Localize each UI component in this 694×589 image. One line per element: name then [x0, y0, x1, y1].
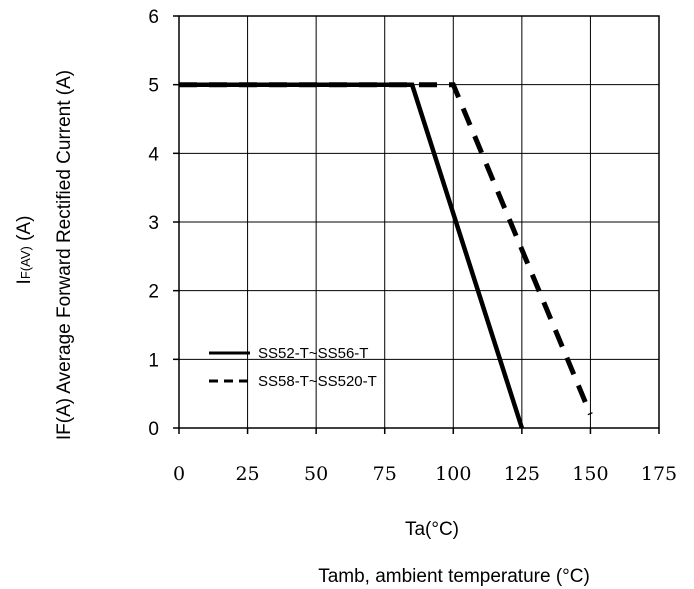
y-tick-label: 1: [148, 350, 159, 371]
legend: SS52-T~SS56-T SS58-T~SS520-T: [209, 345, 377, 390]
y-axis-label: IF(A) Average Forward Rectified Current …: [54, 70, 75, 440]
legend-label-dashed: SS58-T~SS520-T: [258, 373, 377, 390]
x-tick-label: 175: [641, 463, 677, 485]
y-tick-label: 5: [148, 76, 159, 97]
x-axis-sublabel: Tamb, ambient temperature (°C): [318, 566, 590, 587]
y-axis-symbol-unit: (A): [14, 216, 35, 247]
x-tick-labels: 0 25 50 75 100 125 150 175: [173, 463, 677, 485]
y-tick-label: 4: [148, 144, 159, 165]
y-axis-symbol-sub: F(AV): [18, 246, 33, 279]
x-tick-label: 0: [173, 463, 185, 485]
tick-marks: [173, 15, 660, 434]
x-tick-label: 25: [235, 463, 259, 485]
grid: [178, 15, 660, 429]
y-tick-label: 2: [148, 282, 159, 303]
legend-label-solid: SS52-T~SS56-T: [258, 345, 368, 362]
y-tick-label: 3: [148, 213, 159, 234]
y-tick-label: 6: [148, 7, 159, 28]
x-tick-label: 75: [373, 463, 397, 485]
x-tick-label: 100: [435, 463, 471, 485]
y-tick-label: 0: [148, 419, 159, 440]
y-axis-label-group: IF(A) Average Forward Rectified Current …: [54, 70, 75, 440]
x-axis-label: Ta(°C): [405, 519, 459, 540]
series-line-dashed: [179, 82, 593, 416]
y-axis-symbol-base: I: [14, 279, 35, 284]
series-group: [179, 82, 593, 429]
y-axis-symbol-group: IF(AV) (A): [14, 216, 35, 285]
y-tick-labels: 0 1 2 3 4 5 6: [148, 7, 159, 440]
x-tick-label: 125: [504, 463, 540, 485]
y-axis-symbol: IF(AV) (A): [14, 216, 35, 285]
x-tick-label: 50: [304, 463, 328, 485]
x-tick-label: 150: [572, 463, 608, 485]
